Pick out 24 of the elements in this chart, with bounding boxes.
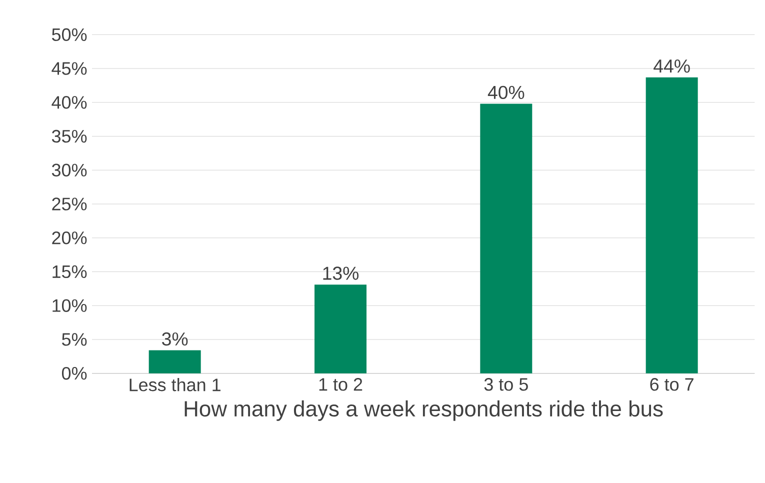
data-label: 44% (654, 60, 690, 73)
y-tick-label: 35% (52, 130, 87, 143)
data-label: 3% (162, 332, 188, 346)
y-tick-label: 0% (62, 366, 87, 380)
y-tick-label: 10% (52, 299, 87, 312)
x-tick-label: Less than 1 (130, 378, 220, 392)
y-tick-label: 45% (52, 62, 87, 75)
bar (480, 104, 532, 374)
y-tick-label: 25% (52, 198, 87, 210)
y-tick-label: 5% (62, 333, 87, 346)
x-axis-title: How many days a week respondents ride the bus (184, 400, 663, 421)
y-tick-label: 30% (52, 164, 87, 176)
y-tick-label: 50% (52, 28, 87, 42)
x-tick-label: 1 to 2 (319, 378, 362, 391)
data-label: 40% (488, 86, 524, 100)
bar (148, 350, 201, 374)
bar (314, 284, 366, 374)
data-label: 13% (323, 266, 359, 280)
y-tick-label: 40% (52, 96, 87, 109)
y-tick-label: 20% (52, 231, 87, 244)
bar (646, 77, 698, 374)
x-tick-label: 6 to 7 (650, 378, 694, 391)
y-tick-label: 15% (52, 265, 87, 278)
x-tick-label: 3 to 5 (484, 378, 528, 391)
